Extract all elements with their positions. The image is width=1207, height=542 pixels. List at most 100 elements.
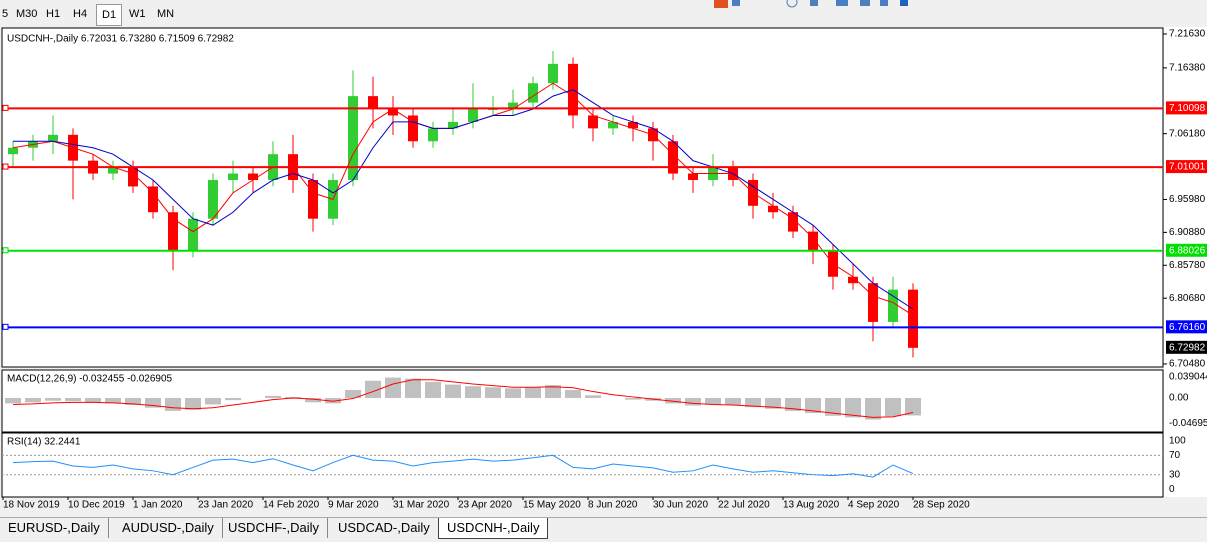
candle-body (8, 147, 18, 155)
macd-bar (185, 398, 201, 410)
timeframe-button[interactable]: H1 (46, 8, 61, 20)
x-tick-label: 18 Nov 2019 (3, 500, 60, 511)
macd-bar (205, 398, 221, 405)
symbol-tab[interactable]: AUDUSD-,Daily (114, 518, 223, 538)
timeframe-button[interactable]: 5 (2, 8, 9, 20)
y-tick-label: 7.21630 (1169, 29, 1206, 40)
macd-bar (885, 398, 901, 417)
level-label: 7.10098 (1169, 103, 1206, 114)
candle-body (128, 167, 138, 187)
macd-bar (725, 398, 741, 406)
candle-body (508, 102, 518, 110)
timeframe-button[interactable]: D1 (96, 4, 123, 26)
symbol-tab[interactable]: USDCHF-,Daily (220, 518, 328, 538)
y-tick-label: 6.70480 (1169, 359, 1206, 370)
candle-body (608, 121, 618, 129)
candle-body (548, 63, 558, 84)
price-panel (1, 27, 1164, 368)
x-tick-label: 30 Jun 2020 (653, 500, 708, 511)
x-tick-label: 13 Aug 2020 (783, 500, 840, 511)
candle-body (388, 109, 398, 116)
rsi-tick-label: 100 (1169, 435, 1186, 446)
macd-bar (485, 387, 501, 399)
moving-average (13, 89, 914, 310)
candle-body (788, 212, 798, 232)
x-tick-label: 31 Mar 2020 (393, 500, 450, 511)
candle-body (588, 115, 598, 129)
level-label: 6.76160 (1169, 322, 1206, 333)
macd-bar (425, 381, 441, 399)
timeframe-button[interactable]: W1 (129, 8, 146, 20)
timeframe-button[interactable]: H4 (73, 8, 88, 20)
level-handle (2, 163, 9, 170)
macd-bar (565, 389, 581, 399)
candle-body (888, 289, 898, 322)
macd-bar (665, 398, 681, 404)
timeframe-button[interactable]: M30 (16, 8, 38, 20)
x-tick-label: 10 Dec 2019 (68, 500, 125, 511)
macd-bar (685, 398, 701, 406)
candle-body (188, 218, 198, 251)
macd-bar (105, 398, 121, 404)
x-tick-label: 28 Sep 2020 (913, 500, 970, 511)
x-tick-label: 9 Mar 2020 (328, 500, 379, 511)
rsi-line (12, 454, 914, 478)
last-price-label: 6.72982 (1169, 342, 1206, 353)
y-tick-label: 6.95980 (1169, 194, 1206, 205)
candle-body (248, 173, 258, 180)
macd-bar (365, 380, 381, 399)
x-tick-label: 23 Jan 2020 (198, 500, 253, 511)
candle-body (308, 179, 318, 219)
last-price-box (1166, 340, 1207, 354)
level-label: 6.88026 (1169, 245, 1206, 256)
toolbar: 5 M30 H1 H4 D1 W1 MN (0, 0, 1207, 27)
candle-body (908, 289, 918, 348)
x-tick-label: 22 Jul 2020 (718, 500, 770, 511)
macd-bar (325, 398, 341, 404)
rsi-title: RSI(14) 32.2441 (7, 437, 81, 448)
symbol-tab[interactable]: EURUSD-,Daily (0, 518, 109, 538)
level-handle (2, 247, 9, 254)
macd-bar (785, 398, 801, 411)
candle-body (688, 173, 698, 180)
level-label-box (1166, 243, 1207, 257)
x-tick-label: 23 Apr 2020 (458, 500, 512, 511)
x-tick-label: 14 Feb 2020 (263, 500, 320, 511)
macd-bar (545, 385, 561, 399)
macd-bar (85, 398, 101, 403)
macd-bar (745, 398, 761, 408)
macd-bar (305, 398, 321, 403)
macd-bar (805, 398, 821, 414)
macd-bar (625, 398, 641, 400)
symbol-tab[interactable]: USDCNH-,Daily (438, 518, 549, 539)
macd-bar (825, 398, 841, 416)
macd-bar (525, 387, 541, 399)
level-label-box (1166, 160, 1207, 174)
macd-bar (845, 398, 861, 418)
chart-title: USDCNH-,Daily 6.72031 6.73280 6.71509 6.… (7, 34, 234, 45)
candle-body (628, 121, 638, 129)
candle-body (168, 212, 178, 251)
symbol-tab[interactable]: USDCAD-,Daily (330, 518, 439, 538)
level-handle (2, 104, 9, 111)
rsi-tick-label: 0 (1169, 484, 1175, 495)
macd-tick-label: 0.00 (1169, 393, 1189, 404)
candle-body (528, 83, 538, 103)
macd-bar (385, 377, 401, 399)
x-tick-label: 15 May 2020 (523, 500, 581, 511)
macd-bar (905, 398, 921, 416)
macd-bar (25, 398, 41, 403)
x-tick-label: 1 Jan 2020 (133, 500, 183, 511)
macd-bar (345, 389, 361, 399)
macd-bar (705, 398, 721, 405)
macd-bar (225, 398, 241, 401)
macd-bar (285, 396, 301, 399)
candle-body (208, 179, 218, 219)
macd-bar (125, 398, 141, 406)
level-label-box (1166, 101, 1207, 115)
candle-body (468, 109, 478, 122)
rsi-tick-label: 30 (1169, 469, 1181, 480)
macd-bar (265, 395, 281, 399)
timeframe-button[interactable]: MN (157, 8, 175, 20)
